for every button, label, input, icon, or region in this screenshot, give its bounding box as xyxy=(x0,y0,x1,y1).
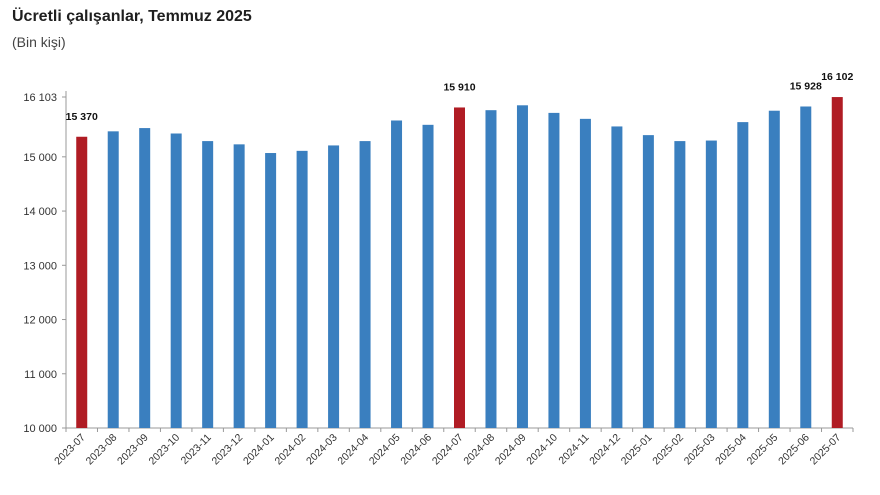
data-label: 15 928 xyxy=(790,80,822,92)
bar xyxy=(202,141,214,428)
bar xyxy=(391,120,403,429)
x-tick-label: 2023-08 xyxy=(84,432,120,468)
x-tick-label: 2024-10 xyxy=(524,432,560,468)
bar xyxy=(265,153,277,428)
bar xyxy=(107,131,119,428)
x-tick-label: 2025-03 xyxy=(682,432,718,468)
x-tick-label: 2023-12 xyxy=(210,432,246,468)
bar xyxy=(642,135,654,429)
y-tick-label: 11 000 xyxy=(24,369,57,381)
bar xyxy=(579,118,591,428)
y-tick-label: 10 000 xyxy=(23,423,57,435)
bar xyxy=(296,150,308,429)
bar xyxy=(737,122,749,429)
data-label: 15 370 xyxy=(66,111,98,123)
x-tick-label: 2023-11 xyxy=(179,432,214,467)
bar xyxy=(233,144,245,428)
x-tick-label: 2024-06 xyxy=(398,432,434,468)
y-tick-label: 15 000 xyxy=(23,152,57,164)
y-tick-label: 16 103 xyxy=(23,92,57,104)
x-tick-label: 2025-05 xyxy=(745,432,781,468)
data-label: 16 102 xyxy=(821,71,853,83)
x-tick-label: 2024-02 xyxy=(272,432,308,468)
bar xyxy=(516,105,528,429)
x-tick-label: 2024-08 xyxy=(461,432,497,468)
x-tick-label: 2024-04 xyxy=(335,432,371,468)
y-tick-label: 13 000 xyxy=(23,260,57,272)
x-tick-label: 2024-11 xyxy=(556,432,591,467)
bar xyxy=(674,141,686,428)
x-tick-label: 2023-07 xyxy=(52,432,88,468)
chart-title: Ücretli çalışanlar, Temmuz 2025 xyxy=(12,8,252,25)
x-tick-label: 2025-01 xyxy=(619,432,655,468)
bar-highlight xyxy=(831,97,843,429)
y-tick-label: 12 000 xyxy=(23,315,57,327)
x-tick-label: 2025-02 xyxy=(650,432,686,468)
bar xyxy=(359,141,371,428)
chart-subtitle: (Bin kişi) xyxy=(12,34,66,50)
bar xyxy=(485,110,497,428)
bar xyxy=(170,133,182,428)
bar xyxy=(139,128,151,428)
bar xyxy=(768,110,780,428)
bar xyxy=(422,124,434,428)
data-label: 15 910 xyxy=(443,81,475,93)
bar xyxy=(548,112,560,428)
x-tick-label: 2024-09 xyxy=(493,432,529,468)
y-tick-label: 14 000 xyxy=(23,206,57,218)
x-tick-label: 2024-05 xyxy=(367,432,403,468)
bar-highlight xyxy=(76,136,88,429)
x-tick-label: 2024-12 xyxy=(587,432,623,468)
bar xyxy=(705,140,717,428)
x-tick-label: 2025-06 xyxy=(776,432,812,468)
bar-highlight xyxy=(454,107,465,429)
x-tick-label: 2024-01 xyxy=(241,432,277,468)
bar xyxy=(611,126,623,428)
x-tick-label: 2024-03 xyxy=(304,432,340,468)
bar xyxy=(800,106,812,428)
x-tick-label: 2025-07 xyxy=(808,432,844,468)
x-tick-label: 2023-09 xyxy=(115,432,151,468)
x-tick-label: 2024-07 xyxy=(430,432,466,468)
x-tick-label: 2023-10 xyxy=(147,432,183,468)
bar xyxy=(328,145,340,428)
x-tick-label: 2025-04 xyxy=(713,432,749,468)
